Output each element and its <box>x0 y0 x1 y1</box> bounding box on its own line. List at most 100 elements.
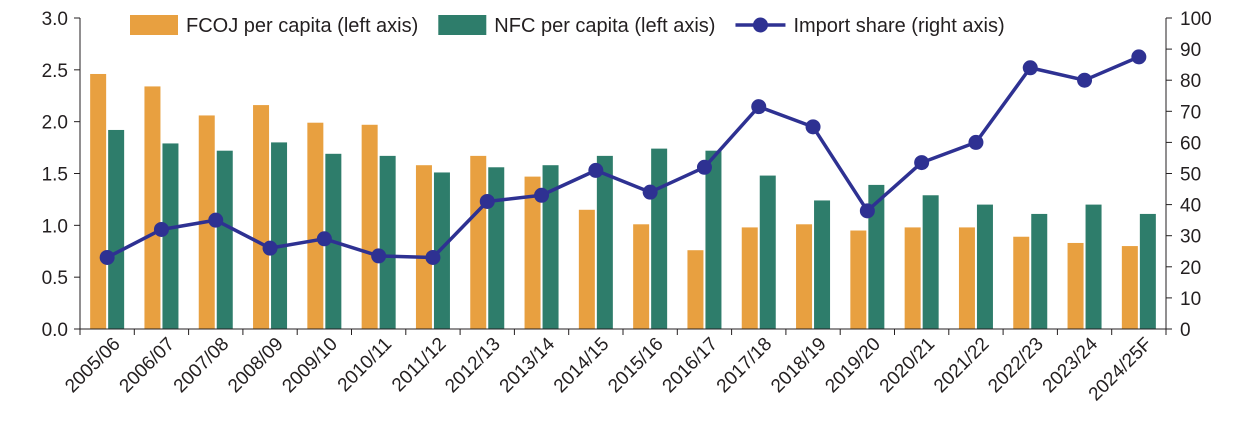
bar-nfc <box>379 155 396 329</box>
bar-fcoj <box>470 155 487 329</box>
x-tick-label: 2017/18 <box>713 334 776 397</box>
bar-nfc <box>976 204 993 329</box>
left-tick-label: 1.5 <box>42 165 68 186</box>
legend-label: NFC per capita (left axis) <box>494 15 715 37</box>
import-share-point <box>859 203 875 219</box>
bar-fcoj <box>307 122 324 329</box>
import-share-point <box>696 159 712 175</box>
bar-nfc <box>542 165 559 329</box>
right-tick-label: 40 <box>1180 196 1201 217</box>
bar-nfc <box>596 155 613 329</box>
right-tick-label: 60 <box>1180 133 1201 154</box>
x-tick-label: 2022/23 <box>984 334 1047 397</box>
legend-marker <box>752 17 768 33</box>
x-tick-label: 2012/13 <box>441 334 504 397</box>
right-tick-label: 90 <box>1180 40 1201 61</box>
import-share-point <box>534 187 550 203</box>
bar-fcoj <box>144 86 161 329</box>
legend-label: FCOJ per capita (left axis) <box>186 15 418 37</box>
left-tick-label: 0.5 <box>42 268 68 289</box>
bar-nfc <box>433 172 450 329</box>
left-axis: 0.0 0.5 1.0 1.5 2.0 2.5 3.0 <box>42 9 81 341</box>
bar-fcoj <box>904 227 921 329</box>
right-tick-label: 70 <box>1180 102 1201 123</box>
bar-fcoj <box>90 73 107 329</box>
bar-fcoj <box>578 209 595 329</box>
bar-nfc <box>1139 213 1156 329</box>
bar-nfc <box>922 195 939 329</box>
bar-fcoj <box>633 224 650 329</box>
bar-fcoj <box>415 165 432 329</box>
import-share-line <box>106 55 1140 260</box>
bar-fcoj <box>741 227 758 329</box>
bar-nfc <box>1085 204 1102 329</box>
import-share-point <box>262 240 278 256</box>
right-tick-label: 10 <box>1180 289 1201 310</box>
x-tick-label: 2008/09 <box>224 334 287 397</box>
x-tick-label: 2009/10 <box>278 334 341 397</box>
x-tick-label: 2019/20 <box>821 334 884 397</box>
x-tick-label: 2007/08 <box>170 334 233 397</box>
x-tick-label: 2020/21 <box>876 334 939 397</box>
line-series <box>99 49 1147 265</box>
bar-fcoj <box>1013 236 1030 329</box>
left-tick-label: 3.0 <box>42 9 68 30</box>
bar-fcoj <box>850 230 867 329</box>
bar-fcoj <box>524 176 541 329</box>
bar-nfc <box>1031 213 1048 329</box>
bar-fcoj <box>958 227 975 329</box>
import-share-point <box>316 231 332 247</box>
bar-nfc <box>488 167 505 329</box>
x-tick-label: 2005/06 <box>61 334 124 397</box>
import-share-point <box>588 162 604 178</box>
x-tick-label: 2018/19 <box>767 334 830 397</box>
x-axis: 2005/062006/072007/082008/092009/102010/… <box>61 328 1167 405</box>
x-tick-label: 2013/14 <box>496 333 560 397</box>
import-share-point <box>371 248 387 264</box>
import-share-point <box>1077 72 1093 88</box>
right-tick-label: 50 <box>1180 165 1201 186</box>
import-share-point <box>1131 49 1147 65</box>
legend: FCOJ per capita (left axis) NFC per capit… <box>130 15 1005 37</box>
x-tick-label: 2015/16 <box>604 334 667 397</box>
x-tick-label: 2006/07 <box>116 334 179 397</box>
bar-nfc <box>162 143 179 329</box>
x-tick-label: 2014/15 <box>550 334 613 397</box>
x-tick-label: 2011/12 <box>388 334 450 396</box>
import-share-point <box>208 212 224 228</box>
legend-swatch-nfc <box>438 15 487 35</box>
x-tick-label: 2016/17 <box>659 334 722 397</box>
import-share-point <box>642 184 658 200</box>
left-tick-label: 2.0 <box>42 113 68 134</box>
import-share-point <box>153 221 169 237</box>
bar-nfc <box>216 150 233 329</box>
bar-fcoj <box>253 105 270 329</box>
bar-nfc <box>705 150 722 329</box>
bar-fcoj <box>1121 246 1138 329</box>
import-share-point <box>968 134 984 150</box>
left-tick-label: 2.5 <box>42 61 68 82</box>
import-share-point <box>805 119 821 135</box>
right-tick-label: 80 <box>1180 71 1201 92</box>
right-tick-label: 30 <box>1180 227 1201 248</box>
bar-nfc <box>868 184 885 329</box>
bar-nfc <box>271 142 288 329</box>
bar-fcoj <box>687 250 704 329</box>
import-share-point <box>425 249 441 265</box>
bar-nfc <box>651 148 668 329</box>
left-tick-label: 0.0 <box>42 320 68 341</box>
right-tick-label: 100 <box>1180 9 1212 30</box>
import-share-point <box>914 155 930 171</box>
bar-fcoj <box>1067 242 1084 329</box>
x-tick-label: 2021/22 <box>930 334 993 397</box>
bar-nfc <box>108 129 125 329</box>
right-tick-label: 0 <box>1180 320 1191 341</box>
x-tick-label: 2010/11 <box>334 334 396 396</box>
right-tick-label: 20 <box>1180 258 1201 279</box>
bar-fcoj <box>796 224 813 329</box>
bar-fcoj <box>361 124 378 329</box>
bar-nfc <box>759 175 776 329</box>
import-share-point <box>479 193 495 209</box>
